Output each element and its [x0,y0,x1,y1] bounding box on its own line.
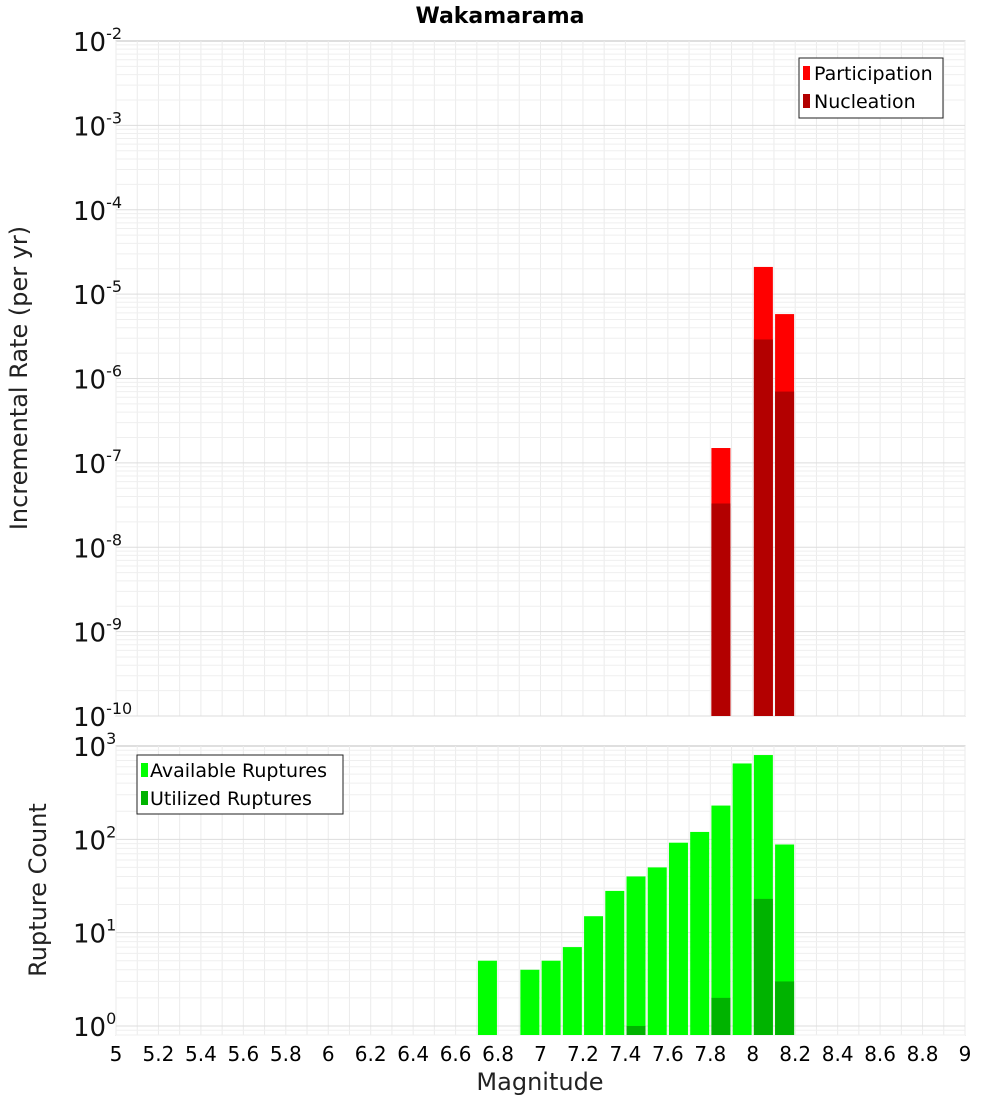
bar-nucleation [775,391,795,716]
bottom-legend: Available Ruptures Utilized Ruptures [136,754,344,815]
legend-label-nucleation: Nucleation [814,91,916,113]
top-grid [115,41,966,717]
x-tick-label: 9 [959,1042,972,1066]
x-tick-label: 6 [322,1042,335,1066]
x-tick-label: 5.4 [185,1042,217,1066]
y-tick-label: 10-8 [73,530,122,564]
top-legend: Participation Nucleation [798,57,944,119]
chart-title: Wakamarama [415,4,584,29]
bar-available-ruptures [732,763,752,1035]
x-axis-title: Magnitude [476,1068,603,1096]
y-tick-label: 10-2 [73,24,122,58]
bottom-bars [477,755,795,1035]
bar-nucleation [711,503,731,716]
bar-available-ruptures [668,842,688,1035]
y-tick-label: 10-3 [73,108,122,142]
y-tick-label: 10-5 [73,277,122,311]
bar-utilized-ruptures [626,1025,646,1035]
y-tick-label: 101 [73,916,116,950]
bar-available-ruptures [541,960,561,1035]
top-panel: 10-2 10-3 10-4 10-5 10-6 10-7 10-8 10-9 10-10 In… [5,24,966,733]
y-tick-label: 102 [73,822,116,856]
bar-available-ruptures [562,947,582,1035]
y-tick-label: 10-10 [73,699,132,733]
x-tick-label: 5.8 [270,1042,302,1066]
bar-utilized-ruptures [753,898,773,1035]
x-tick-label: 7.6 [652,1042,684,1066]
bar-nucleation [753,339,773,716]
y-tick-label: 10-9 [73,615,122,649]
top-y-tick-labels: 10-2 10-3 10-4 10-5 10-6 10-7 10-8 10-9 10-10 [73,24,132,733]
bar-available-ruptures [711,805,731,1035]
top-bars [711,266,795,716]
y-tick-label: 103 [73,729,116,763]
legend-swatch-participation [803,66,810,80]
bottom-y-tick-labels: 103 102 101 100 [73,729,116,1043]
top-legend-box [798,57,944,119]
x-tick-label: 7 [534,1042,547,1066]
x-tick-label: 8.8 [907,1042,939,1066]
x-tick-label: 6.4 [397,1042,429,1066]
x-tick-label: 5 [110,1042,123,1066]
x-tick-label: 6.8 [482,1042,514,1066]
x-tick-label: 8.2 [779,1042,811,1066]
legend-label-participation: Participation [814,63,933,85]
bottom-y-axis-title: Rupture Count [24,803,52,977]
x-tick-label: 8.4 [822,1042,854,1066]
x-tick-label: 7.2 [567,1042,599,1066]
legend-label-available-ruptures: Available Ruptures [150,760,327,782]
x-tick-label: 7.8 [694,1042,726,1066]
bar-available-ruptures [477,960,497,1035]
y-tick-label: 10-4 [73,193,122,227]
x-tick-labels: 5 5.2 5.4 5.6 5.8 6 6.2 6.4 6.6 6.8 7 7.2 7.4 7.6 7.8 8… [110,1042,972,1066]
legend-swatch-utilized-ruptures [141,791,148,805]
bar-available-ruptures [605,890,625,1035]
x-tick-label: 5.2 [143,1042,175,1066]
y-tick-label: 100 [73,1009,116,1043]
bar-utilized-ruptures [775,981,795,1035]
bottom-panel: 103 102 101 100 5 5.2 5.4 5.6 5.8 6 6.2 6.4 6.6 6.8 7… [24,729,971,1096]
legend-label-utilized-ruptures: Utilized Ruptures [150,788,312,810]
x-tick-label: 8.6 [864,1042,896,1066]
bottom-legend-box [136,754,344,815]
bar-utilized-ruptures [711,997,731,1035]
top-y-axis-title: Incremental Rate (per yr) [5,226,33,530]
bar-available-ruptures [690,831,710,1035]
x-tick-label: 8 [746,1042,759,1066]
x-tick-label: 7.4 [609,1042,641,1066]
legend-swatch-available-ruptures [141,763,148,777]
x-tick-label: 6.6 [440,1042,472,1066]
bar-available-ruptures [647,867,667,1035]
x-tick-label: 6.2 [355,1042,387,1066]
bar-available-ruptures [626,876,646,1035]
y-tick-label: 10-7 [73,446,122,480]
y-tick-label: 10-6 [73,362,122,396]
x-tick-label: 5.6 [227,1042,259,1066]
legend-swatch-nucleation [803,94,810,108]
bar-available-ruptures [520,969,540,1035]
bar-available-ruptures [584,916,604,1035]
